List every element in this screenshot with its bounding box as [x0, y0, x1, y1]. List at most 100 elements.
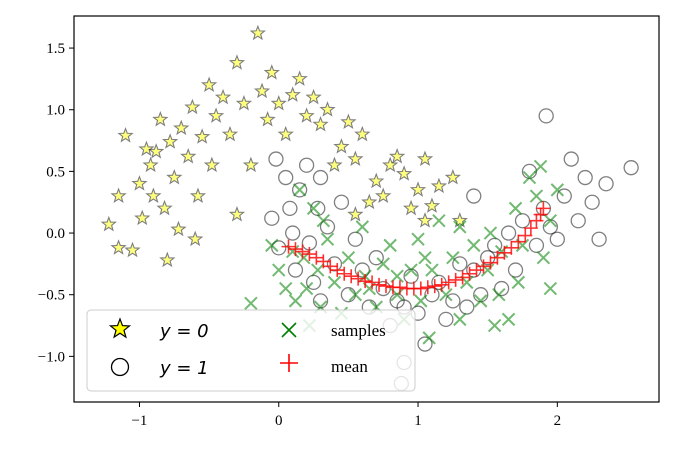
- circle-point: [319, 219, 336, 235]
- plot-frame: [73, 15, 660, 403]
- star-point: [444, 168, 462, 185]
- sample-point: [244, 296, 258, 311]
- star-point: [388, 148, 406, 164]
- sample-point: [292, 183, 307, 197]
- circle-point: [326, 256, 343, 272]
- star-point: [148, 143, 165, 159]
- star-point: [138, 140, 155, 157]
- star-point: [326, 156, 343, 173]
- circle-point: [287, 262, 304, 278]
- sample-point: [467, 238, 481, 253]
- circle-point: [563, 151, 579, 167]
- star-point: [270, 94, 287, 111]
- circle-point: [340, 287, 357, 303]
- star-point: [228, 205, 246, 222]
- sample-point: [418, 251, 432, 265]
- star-point: [319, 101, 336, 117]
- sample-point: [348, 288, 363, 302]
- sample-point: [383, 238, 397, 253]
- star-point: [187, 230, 204, 247]
- circle-point: [347, 231, 364, 247]
- star-point: [361, 193, 378, 210]
- mean-point: [281, 239, 296, 254]
- mean-point: [413, 281, 428, 296]
- mean-point: [344, 269, 359, 284]
- circle-point: [417, 336, 433, 352]
- legend-plus-icon: [280, 354, 298, 372]
- circle-point: [493, 280, 510, 297]
- star-point: [235, 94, 253, 111]
- legend-label-samples: samples: [331, 321, 386, 340]
- circle-point: [291, 182, 308, 198]
- star-point: [375, 187, 392, 203]
- sample-point: [411, 232, 425, 246]
- star-point: [161, 133, 179, 149]
- mean-point: [323, 259, 338, 274]
- circle-point: [282, 200, 298, 217]
- mean-point: [427, 279, 442, 294]
- sample-point: [306, 201, 321, 216]
- star-point: [189, 187, 207, 203]
- star-point: [451, 212, 468, 228]
- circle-point: [312, 169, 329, 186]
- circle-point: [333, 194, 350, 210]
- star-point: [298, 107, 315, 123]
- circle-point: [298, 157, 315, 173]
- mean-point: [536, 201, 551, 216]
- star-point: [180, 148, 197, 164]
- axis-ticks: −1 0 1 2 1.5 1.0 0.5 0.0 −0.5 −1.0: [38, 41, 561, 429]
- legend-label-mean: mean: [331, 357, 368, 376]
- mean-point: [295, 244, 310, 259]
- circle-point: [264, 210, 280, 226]
- star-point: [117, 127, 134, 143]
- circle-point: [466, 188, 482, 204]
- star-point: [124, 241, 141, 258]
- legend-star-icon: [108, 317, 132, 339]
- circle-point: [570, 213, 586, 229]
- star-point: [110, 187, 127, 203]
- star-point: [277, 125, 294, 142]
- sample-point: [511, 275, 526, 290]
- sample-point: [316, 214, 331, 228]
- star-point: [100, 215, 117, 232]
- circle-point: [623, 160, 639, 176]
- mean-point: [358, 274, 373, 289]
- sample-point: [279, 281, 293, 296]
- sample-point: [474, 294, 488, 308]
- sample-point: [453, 312, 467, 327]
- mean-point: [462, 266, 477, 281]
- mean-point: [337, 266, 352, 281]
- sample-point: [533, 159, 548, 174]
- mean-point: [330, 263, 345, 278]
- sample-point: [483, 226, 498, 240]
- y-tick-label: 0.5: [46, 164, 65, 180]
- sample-point: [522, 170, 537, 185]
- circle-point: [549, 231, 565, 247]
- circle-point: [354, 262, 370, 278]
- sample-point: [390, 269, 404, 283]
- mean-point: [455, 270, 470, 285]
- star-point: [368, 172, 385, 189]
- star-point: [340, 113, 357, 129]
- star-point: [145, 187, 162, 203]
- star-point: [263, 64, 280, 80]
- circle-point: [438, 311, 454, 328]
- sample-point: [432, 214, 446, 228]
- star-point: [423, 197, 441, 213]
- star-point: [416, 150, 434, 166]
- star-point: [253, 82, 271, 99]
- mean-point: [476, 259, 491, 274]
- sample-point: [446, 251, 460, 265]
- sample-point: [425, 263, 439, 277]
- star-point: [347, 150, 364, 166]
- sample-point: [355, 220, 370, 234]
- sample-point: [265, 238, 279, 253]
- circle-point: [514, 213, 531, 229]
- circle-point: [500, 225, 517, 241]
- sample-point: [536, 251, 551, 265]
- sample-point: [311, 263, 325, 277]
- star-point: [430, 177, 448, 194]
- sample-point: [453, 220, 467, 234]
- sample-point: [508, 201, 523, 216]
- star-point: [214, 88, 232, 105]
